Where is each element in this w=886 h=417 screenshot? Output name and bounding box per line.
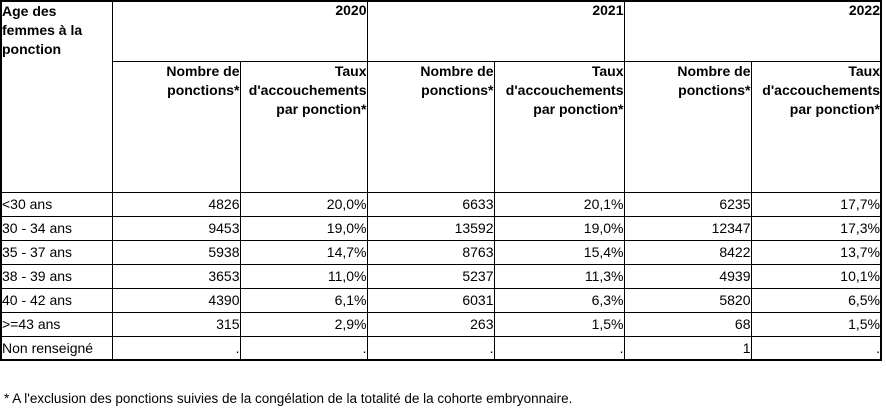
cell-nombre-2022: 8422 — [623, 239, 752, 265]
cell-nombre-2021: . — [366, 335, 495, 361]
row-label: 38 - 39 ans — [0, 263, 113, 289]
age-ponction-table: Age des femmes à la ponction 2020 2021 2… — [0, 0, 882, 361]
cell-taux-2020: 14,7% — [239, 239, 368, 265]
cell-taux-2022: 13,7% — [750, 239, 882, 265]
cell-nombre-2021: 6633 — [366, 191, 495, 217]
footnote: * A l'exclusion des ponctions suivies de… — [4, 391, 573, 406]
cell-nombre-2021: 13592 — [366, 215, 495, 241]
cell-nombre-2021: 263 — [366, 311, 495, 337]
cell-taux-2020: 20,0% — [239, 191, 368, 217]
table-row: 38 - 39 ans 3653 11,0% 5237 11,3% 4939 1… — [0, 263, 882, 289]
cell-nombre-2020: 4390 — [111, 287, 241, 313]
cell-nombre-2022: 6235 — [623, 191, 752, 217]
cell-nombre-2020: 315 — [111, 311, 241, 337]
year-header-2020: 2020 — [111, 0, 368, 62]
cell-taux-2022: 17,3% — [750, 215, 882, 241]
cell-nombre-2020: 4826 — [111, 191, 241, 217]
cell-nombre-2021: 5237 — [366, 263, 495, 289]
cell-taux-2020: 11,0% — [239, 263, 368, 289]
table-row: 40 - 42 ans 4390 6,1% 6031 6,3% 5820 6,5… — [0, 287, 882, 313]
cell-nombre-2022: 1 — [623, 335, 752, 361]
cell-taux-2021: 6,3% — [493, 287, 625, 313]
cell-taux-2021: 19,0% — [493, 215, 625, 241]
cell-taux-2021: 11,3% — [493, 263, 625, 289]
cell-nombre-2020: 9453 — [111, 215, 241, 241]
cell-taux-2022: 6,5% — [750, 287, 882, 313]
year-header-row: Age des femmes à la ponction 2020 2021 2… — [0, 0, 882, 193]
cell-nombre-2022: 68 — [623, 311, 752, 337]
cell-nombre-2022: 5820 — [623, 287, 752, 313]
cell-nombre-2020: 3653 — [111, 263, 241, 289]
col-header-nombre-2022: Nombre de ponctions* — [623, 60, 752, 193]
col-header-taux-2022: Taux d'accouchements par ponction* — [750, 60, 882, 193]
row-label: 40 - 42 ans — [0, 287, 113, 313]
cell-taux-2022: 1,5% — [750, 311, 882, 337]
table-row: 30 - 34 ans 9453 19,0% 13592 19,0% 12347… — [0, 215, 882, 241]
cell-taux-2021: 15,4% — [493, 239, 625, 265]
table-row: Non renseigné . . . . 1 . — [0, 335, 882, 361]
cell-taux-2021: 20,1% — [493, 191, 625, 217]
cell-taux-2020: . — [239, 335, 368, 361]
col-header-taux-2020: Taux d'accouchements par ponction* — [239, 60, 368, 193]
cell-nombre-2021: 6031 — [366, 287, 495, 313]
cell-nombre-2022: 4939 — [623, 263, 752, 289]
year-header-2022: 2022 — [623, 0, 882, 62]
col-header-nombre-2021: Nombre de ponctions* — [366, 60, 495, 193]
cell-taux-2020: 6,1% — [239, 287, 368, 313]
cell-taux-2022: . — [750, 335, 882, 361]
cell-nombre-2022: 12347 — [623, 215, 752, 241]
cell-taux-2020: 2,9% — [239, 311, 368, 337]
cell-taux-2022: 10,1% — [750, 263, 882, 289]
row-label: 30 - 34 ans — [0, 215, 113, 241]
col-header-taux-2021: Taux d'accouchements par ponction* — [493, 60, 625, 193]
cell-nombre-2020: . — [111, 335, 241, 361]
cell-nombre-2020: 5938 — [111, 239, 241, 265]
year-header-2021: 2021 — [366, 0, 625, 62]
cell-taux-2020: 19,0% — [239, 215, 368, 241]
table-row: 35 - 37 ans 5938 14,7% 8763 15,4% 8422 1… — [0, 239, 882, 265]
row-label: >=43 ans — [0, 311, 113, 337]
corner-header: Age des femmes à la ponction — [0, 0, 113, 193]
table-row: >=43 ans 315 2,9% 263 1,5% 68 1,5% — [0, 311, 882, 337]
table-row: <30 ans 4826 20,0% 6633 20,1% 6235 17,7% — [0, 191, 882, 217]
cell-taux-2021: 1,5% — [493, 311, 625, 337]
col-header-nombre-2020: Nombre de ponctions* — [111, 60, 241, 193]
cell-nombre-2021: 8763 — [366, 239, 495, 265]
cell-taux-2022: 17,7% — [750, 191, 882, 217]
row-label: <30 ans — [0, 191, 113, 217]
cell-taux-2021: . — [493, 335, 625, 361]
row-label: Non renseigné — [0, 335, 113, 361]
row-label: 35 - 37 ans — [0, 239, 113, 265]
subheader-row: Nombre de ponctions* Taux d'accouchement… — [1, 60, 882, 193]
